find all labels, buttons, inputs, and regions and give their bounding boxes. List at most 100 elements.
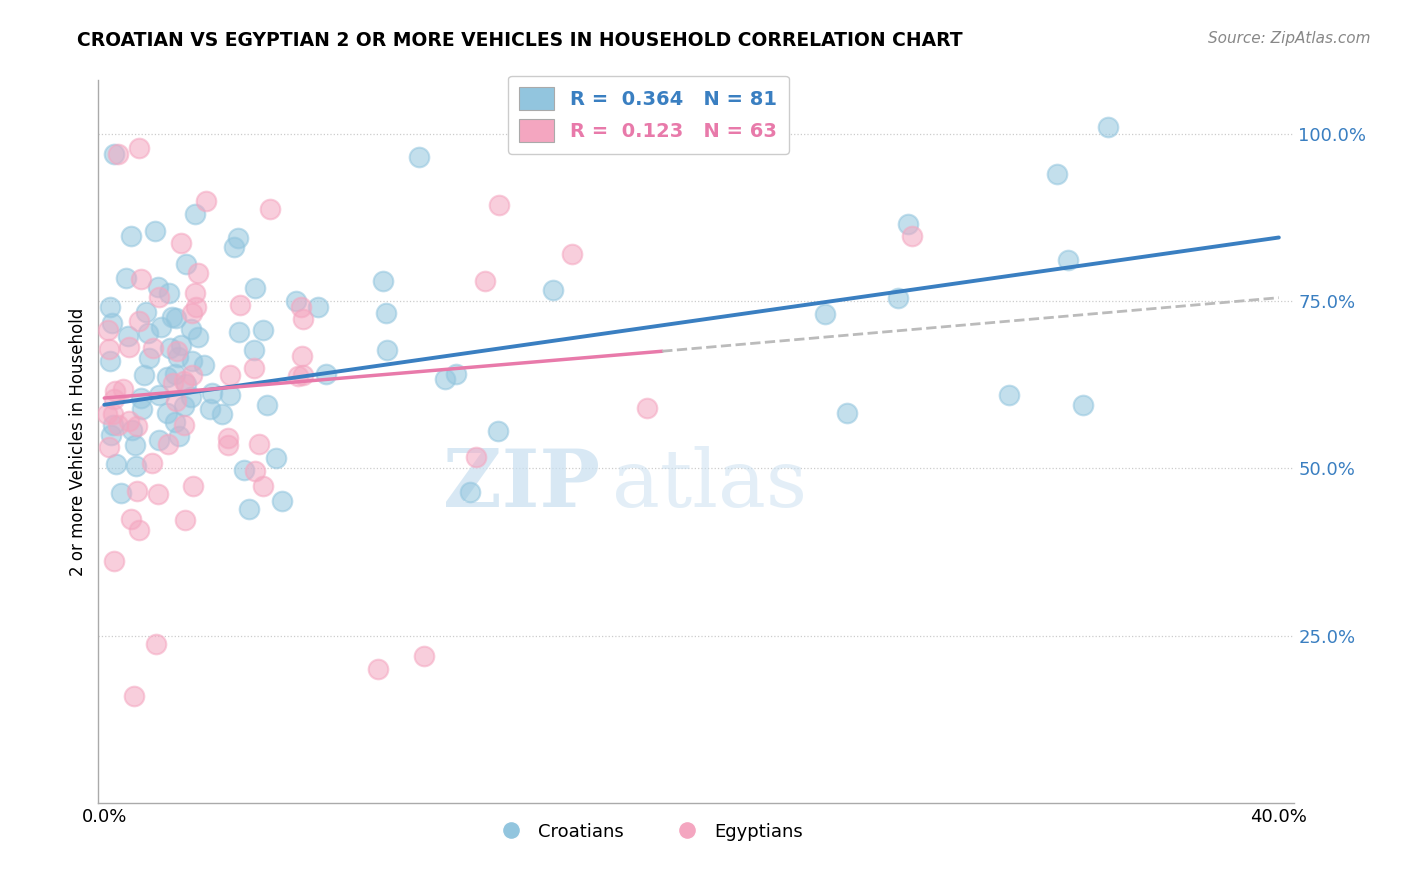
Point: [837, 405, 859, 419]
Point: [120, 512, 142, 526]
Point: [256, 398, 278, 412]
Point: [180, 390, 202, 404]
Point: [814, 307, 837, 321]
Point: [434, 372, 457, 386]
Legend: Croatians, Egyptians: Croatians, Egyptians: [486, 815, 810, 848]
Point: [307, 300, 329, 314]
Point: [217, 431, 239, 445]
Point: [413, 648, 436, 663]
Point: [98, 301, 121, 315]
Point: [163, 368, 186, 382]
Point: [120, 229, 142, 244]
Point: [315, 367, 337, 381]
Point: [238, 502, 260, 516]
Point: [124, 438, 146, 452]
Point: [174, 377, 197, 392]
Point: [129, 392, 152, 406]
Point: [124, 689, 146, 703]
Point: [107, 147, 129, 161]
Point: [141, 456, 163, 470]
Point: [187, 330, 209, 344]
Point: [156, 437, 179, 451]
Point: [180, 353, 202, 368]
Point: [371, 274, 394, 288]
Point: [233, 463, 256, 477]
Point: [169, 338, 191, 352]
Point: [488, 198, 510, 212]
Point: [166, 344, 188, 359]
Point: [180, 305, 202, 319]
Point: [198, 401, 221, 416]
Point: [148, 290, 170, 304]
Point: [290, 300, 312, 314]
Point: [174, 257, 197, 271]
Point: [287, 368, 309, 383]
Point: [243, 464, 266, 478]
Point: [103, 147, 125, 161]
Point: [128, 313, 150, 327]
Point: [408, 150, 430, 164]
Point: [229, 298, 252, 312]
Point: [1097, 120, 1119, 135]
Text: ZIP: ZIP: [443, 446, 600, 524]
Point: [134, 368, 156, 382]
Point: [180, 321, 202, 335]
Point: [170, 235, 193, 250]
Point: [219, 388, 242, 402]
Point: [104, 384, 127, 398]
Point: [135, 305, 157, 319]
Point: [264, 450, 287, 465]
Point: [162, 376, 184, 391]
Point: [291, 349, 314, 363]
Point: [166, 311, 188, 326]
Point: [184, 286, 207, 301]
Point: [118, 340, 141, 354]
Point: [138, 351, 160, 366]
Point: [226, 231, 249, 245]
Point: [160, 310, 183, 325]
Point: [252, 323, 274, 337]
Point: [284, 293, 307, 308]
Point: [187, 267, 209, 281]
Point: [486, 425, 509, 439]
Point: [228, 325, 250, 339]
Text: Source: ZipAtlas.com: Source: ZipAtlas.com: [1208, 31, 1371, 46]
Point: [136, 326, 159, 340]
Point: [165, 416, 187, 430]
Point: [145, 637, 167, 651]
Point: [183, 479, 205, 493]
Point: [193, 358, 215, 372]
Point: [125, 484, 148, 499]
Text: atlas: atlas: [613, 446, 807, 524]
Point: [167, 350, 190, 364]
Point: [997, 387, 1019, 401]
Point: [125, 458, 148, 473]
Point: [98, 440, 121, 454]
Point: [886, 291, 908, 305]
Point: [173, 399, 195, 413]
Point: [169, 429, 191, 443]
Point: [117, 329, 139, 343]
Point: [103, 554, 125, 568]
Point: [128, 141, 150, 155]
Point: [446, 367, 468, 381]
Point: [217, 438, 239, 452]
Point: [131, 401, 153, 416]
Point: [184, 301, 207, 315]
Point: [474, 274, 496, 288]
Point: [242, 343, 264, 357]
Y-axis label: 2 or more Vehicles in Household: 2 or more Vehicles in Household: [69, 308, 87, 575]
Point: [98, 354, 121, 368]
Point: [148, 487, 170, 501]
Point: [97, 323, 120, 337]
Point: [375, 343, 398, 358]
Point: [259, 202, 281, 216]
Point: [101, 407, 124, 421]
Point: [111, 382, 134, 396]
Point: [458, 485, 481, 500]
Point: [100, 428, 122, 442]
Point: [156, 406, 179, 420]
Point: [98, 342, 121, 356]
Point: [219, 368, 242, 383]
Text: CROATIAN VS EGYPTIAN 2 OR MORE VEHICLES IN HOUSEHOLD CORRELATION CHART: CROATIAN VS EGYPTIAN 2 OR MORE VEHICLES …: [77, 31, 963, 50]
